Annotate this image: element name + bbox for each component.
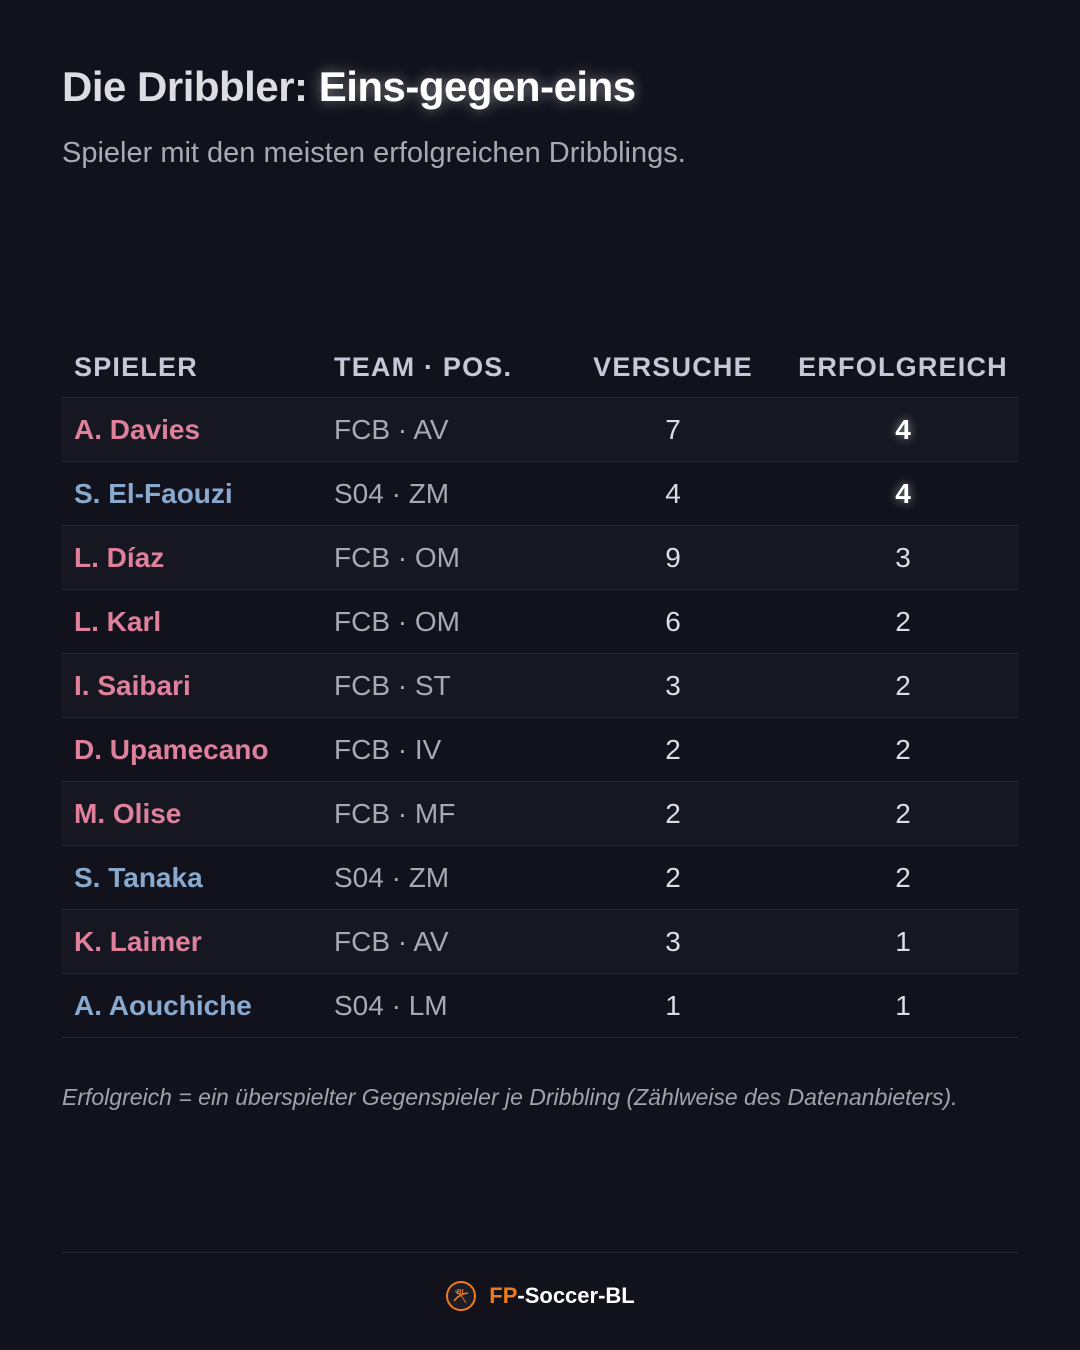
successful-value: 2 xyxy=(788,589,1018,654)
player-name: L. Karl xyxy=(62,589,334,654)
column-header-attempts: VERSUCHE xyxy=(558,337,788,398)
brand-name-rest: -Soccer-BL xyxy=(517,1283,635,1308)
team-position: FCB · ST xyxy=(334,653,558,718)
team-position: FCB · AV xyxy=(334,397,558,462)
attempts-value: 1 xyxy=(558,973,788,1038)
successful-value: 2 xyxy=(788,781,1018,846)
title-highlight: Eins-gegen-eins xyxy=(318,63,636,110)
team-position: FCB · OM xyxy=(334,525,558,590)
team-position: FCB · IV xyxy=(334,717,558,782)
attempts-value: 2 xyxy=(558,781,788,846)
successful-value: 2 xyxy=(788,717,1018,782)
successful-value: 2 xyxy=(788,653,1018,718)
attempts-value: 2 xyxy=(558,717,788,782)
brand-footer: BL FP-Soccer-BL xyxy=(62,1278,1018,1314)
page-title: Die Dribbler: Eins-gegen-eins xyxy=(62,58,636,116)
player-name: A. Aouchiche xyxy=(62,973,334,1038)
player-name: D. Upamecano xyxy=(62,717,334,782)
successful-value: 3 xyxy=(788,525,1018,590)
table-row: L. Díaz FCB · OM 9 3 xyxy=(62,525,1018,590)
table-row: A. Davies FCB · AV 7 4 xyxy=(62,397,1018,462)
column-header-successful: ERFOLGREICH xyxy=(788,337,1018,398)
table-row: A. Aouchiche S04 · LM 1 1 xyxy=(62,973,1018,1038)
successful-value: 4 xyxy=(788,461,1018,526)
attempts-value: 2 xyxy=(558,845,788,910)
brand-name-accent: FP xyxy=(489,1283,518,1308)
table-row: D. Upamecano FCB · IV 2 2 xyxy=(62,717,1018,782)
successful-value: 1 xyxy=(788,973,1018,1038)
player-name: S. El-Faouzi xyxy=(62,461,334,526)
brand-name: FP-Soccer-BL xyxy=(489,1283,634,1309)
attempts-value: 9 xyxy=(558,525,788,590)
table-row: L. Karl FCB · OM 6 2 xyxy=(62,589,1018,654)
successful-value: 2 xyxy=(788,845,1018,910)
column-header-player: SPIELER xyxy=(62,337,334,398)
attempts-value: 7 xyxy=(558,397,788,462)
column-header-team-pos: TEAM · POS. xyxy=(334,337,558,398)
team-position: S04 · ZM xyxy=(334,845,558,910)
player-name: I. Saibari xyxy=(62,653,334,718)
page-subtitle: Spieler mit den meisten erfolgreichen Dr… xyxy=(62,137,686,169)
attempts-value: 3 xyxy=(558,653,788,718)
successful-value: 1 xyxy=(788,909,1018,974)
table-row: K. Laimer FCB · AV 3 1 xyxy=(62,909,1018,974)
team-position: S04 · LM xyxy=(334,973,558,1038)
table-row: S. El-Faouzi S04 · ZM 4 4 xyxy=(62,461,1018,526)
logo-text: BL xyxy=(457,1289,466,1296)
attempts-value: 4 xyxy=(558,461,788,526)
table-row: M. Olise FCB · MF 2 2 xyxy=(62,781,1018,846)
soccer-ball-logo-icon: BL xyxy=(446,1281,477,1311)
table-header-row: SPIELER TEAM · POS. VERSUCHE ERFOLGREICH xyxy=(62,337,1018,398)
infographic-card: Die Dribbler: Eins-gegen-eins Spieler mi… xyxy=(62,0,1018,1350)
table-row: S. Tanaka S04 · ZM 2 2 xyxy=(62,845,1018,910)
team-position: FCB · OM xyxy=(334,589,558,654)
team-position: FCB · AV xyxy=(334,909,558,974)
footer-divider xyxy=(62,1252,1018,1253)
dribbling-table: SPIELER TEAM · POS. VERSUCHE ERFOLGREICH… xyxy=(62,337,1018,1038)
team-position: FCB · MF xyxy=(334,781,558,846)
table-body: A. Davies FCB · AV 7 4 S. El-Faouzi S04 · ZM 4… xyxy=(62,397,1018,1038)
attempts-value: 6 xyxy=(558,589,788,654)
attempts-value: 3 xyxy=(558,909,788,974)
player-name: M. Olise xyxy=(62,781,334,846)
title-prefix: Die Dribbler: xyxy=(62,63,308,110)
footnote: Erfolgreich = ein überspielter Gegenspie… xyxy=(62,1084,958,1110)
player-name: S. Tanaka xyxy=(62,845,334,910)
team-position: S04 · ZM xyxy=(334,461,558,526)
player-name: A. Davies xyxy=(62,397,334,462)
player-name: L. Díaz xyxy=(62,525,334,590)
successful-value: 4 xyxy=(788,397,1018,462)
player-name: K. Laimer xyxy=(62,909,334,974)
table-row: I. Saibari FCB · ST 3 2 xyxy=(62,653,1018,718)
